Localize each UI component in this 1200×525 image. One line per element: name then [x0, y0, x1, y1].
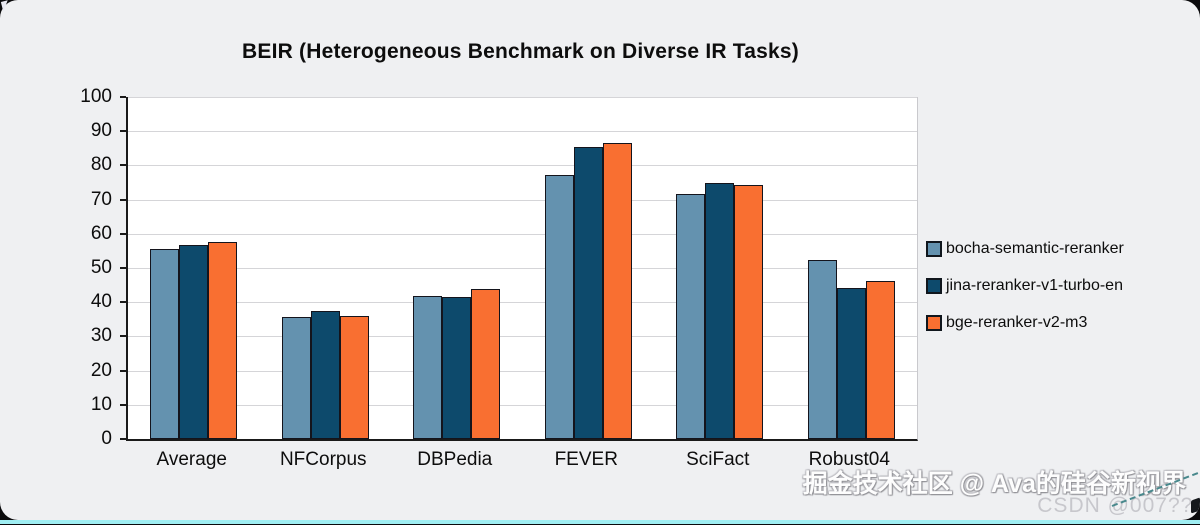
- bar-jina-reranker-v1-turbo-en: [573, 147, 603, 439]
- y-tick-mark: [120, 96, 126, 98]
- y-tick-label: 50: [90, 257, 112, 278]
- bar-jina-reranker-v1-turbo-en: [705, 183, 735, 439]
- y-tick-label: 90: [90, 120, 112, 142]
- juejin-watermark: 掘金技术社区 @ Ava的硅谷新视界: [802, 470, 1186, 498]
- chart-legend: bocha-semantic-reranker jina-reranker-v1-…: [926, 240, 1124, 351]
- x-axis-label: Robust04: [808, 449, 890, 470]
- bar-bge-reranker-v2-m3: [339, 315, 369, 439]
- bar-bge-reranker-v2-m3: [602, 142, 632, 439]
- y-tick-mark: [120, 164, 126, 167]
- csdn-watermark: CSDN @007??1: [1037, 494, 1200, 517]
- legend-swatch: [926, 241, 942, 257]
- y-axis-labels: 0 10 20 30 40 50 60 70 80 90 100: [0, 86, 112, 449]
- y-tick-label: 10: [90, 393, 112, 415]
- legend-label: bge-reranker-v2-m3: [946, 314, 1088, 331]
- legend-item: bocha-semantic-reranker: [926, 240, 1124, 258]
- legend-label: jina-reranker-v1-turbo-en: [946, 277, 1123, 294]
- bar-jina-reranker-v1-turbo-en: [310, 311, 340, 439]
- bottom-accent-line: [0, 520, 1200, 524]
- x-axis-label: FEVER: [554, 449, 618, 470]
- y-tick-mark: [120, 438, 126, 440]
- gridline: [128, 336, 917, 338]
- y-tick-mark: [120, 301, 126, 304]
- bar-bge-reranker-v2-m3: [208, 242, 238, 439]
- gridline: [128, 131, 917, 133]
- x-axis-label: Average: [156, 449, 227, 470]
- bar-bge-reranker-v2-m3: [471, 288, 501, 439]
- x-axis-label: SciFact: [686, 449, 750, 470]
- y-tick-label: 0: [101, 428, 112, 449]
- gridline: [128, 233, 917, 235]
- x-axis-label: NFCorpus: [279, 449, 367, 470]
- y-tick-mark: [120, 403, 126, 406]
- x-axis-label: DBPedia: [417, 449, 493, 470]
- y-tick-label: 30: [90, 325, 112, 347]
- bar-bocha-semantic-reranker: [281, 317, 311, 439]
- y-tick-label: 70: [90, 188, 112, 210]
- bar-jina-reranker-v1-turbo-en: [442, 296, 472, 439]
- bar-bocha-semantic-reranker: [807, 259, 837, 439]
- bar-bocha-semantic-reranker: [150, 248, 180, 439]
- y-tick-mark: [120, 130, 126, 133]
- legend-label: bocha-semantic-reranker: [946, 240, 1124, 257]
- plot-area: [120, 96, 918, 441]
- y-tick-label: 100: [80, 86, 112, 107]
- y-tick-mark: [120, 198, 126, 201]
- gridline: [128, 302, 917, 304]
- chart-title: BEIR (Heterogeneous Benchmark on Diverse…: [242, 40, 799, 63]
- y-tick-label: 20: [90, 359, 112, 381]
- bar-jina-reranker-v1-turbo-en: [179, 245, 209, 439]
- bar-bocha-semantic-reranker: [544, 174, 574, 439]
- gridline: [128, 199, 917, 201]
- legend-item: jina-reranker-v1-turbo-en: [926, 277, 1124, 295]
- y-tick-mark: [120, 232, 126, 235]
- gridline: [128, 97, 917, 98]
- gridline: [128, 404, 917, 406]
- bar-bge-reranker-v2-m3: [865, 280, 895, 439]
- gridline: [128, 268, 917, 269]
- y-tick-mark: [120, 369, 126, 372]
- gridline: [128, 165, 917, 167]
- y-tick-label: 40: [90, 291, 112, 313]
- x-axis-labels: Average NFCorpus DBPedia FEVER SciFact Robust…: [126, 449, 915, 479]
- legend-item: bge-reranker-v2-m3: [926, 314, 1124, 332]
- legend-swatch: [926, 278, 942, 294]
- y-tick-mark: [120, 335, 126, 338]
- bar-bocha-semantic-reranker: [676, 194, 706, 439]
- bar-bge-reranker-v2-m3: [734, 184, 764, 439]
- gridline: [128, 370, 917, 372]
- y-tick-label: 80: [90, 154, 112, 176]
- y-tick-mark: [120, 267, 126, 269]
- bar-bocha-semantic-reranker: [413, 295, 443, 439]
- legend-swatch: [926, 315, 942, 331]
- bar-jina-reranker-v1-turbo-en: [836, 288, 866, 439]
- y-tick-label: 60: [90, 222, 112, 244]
